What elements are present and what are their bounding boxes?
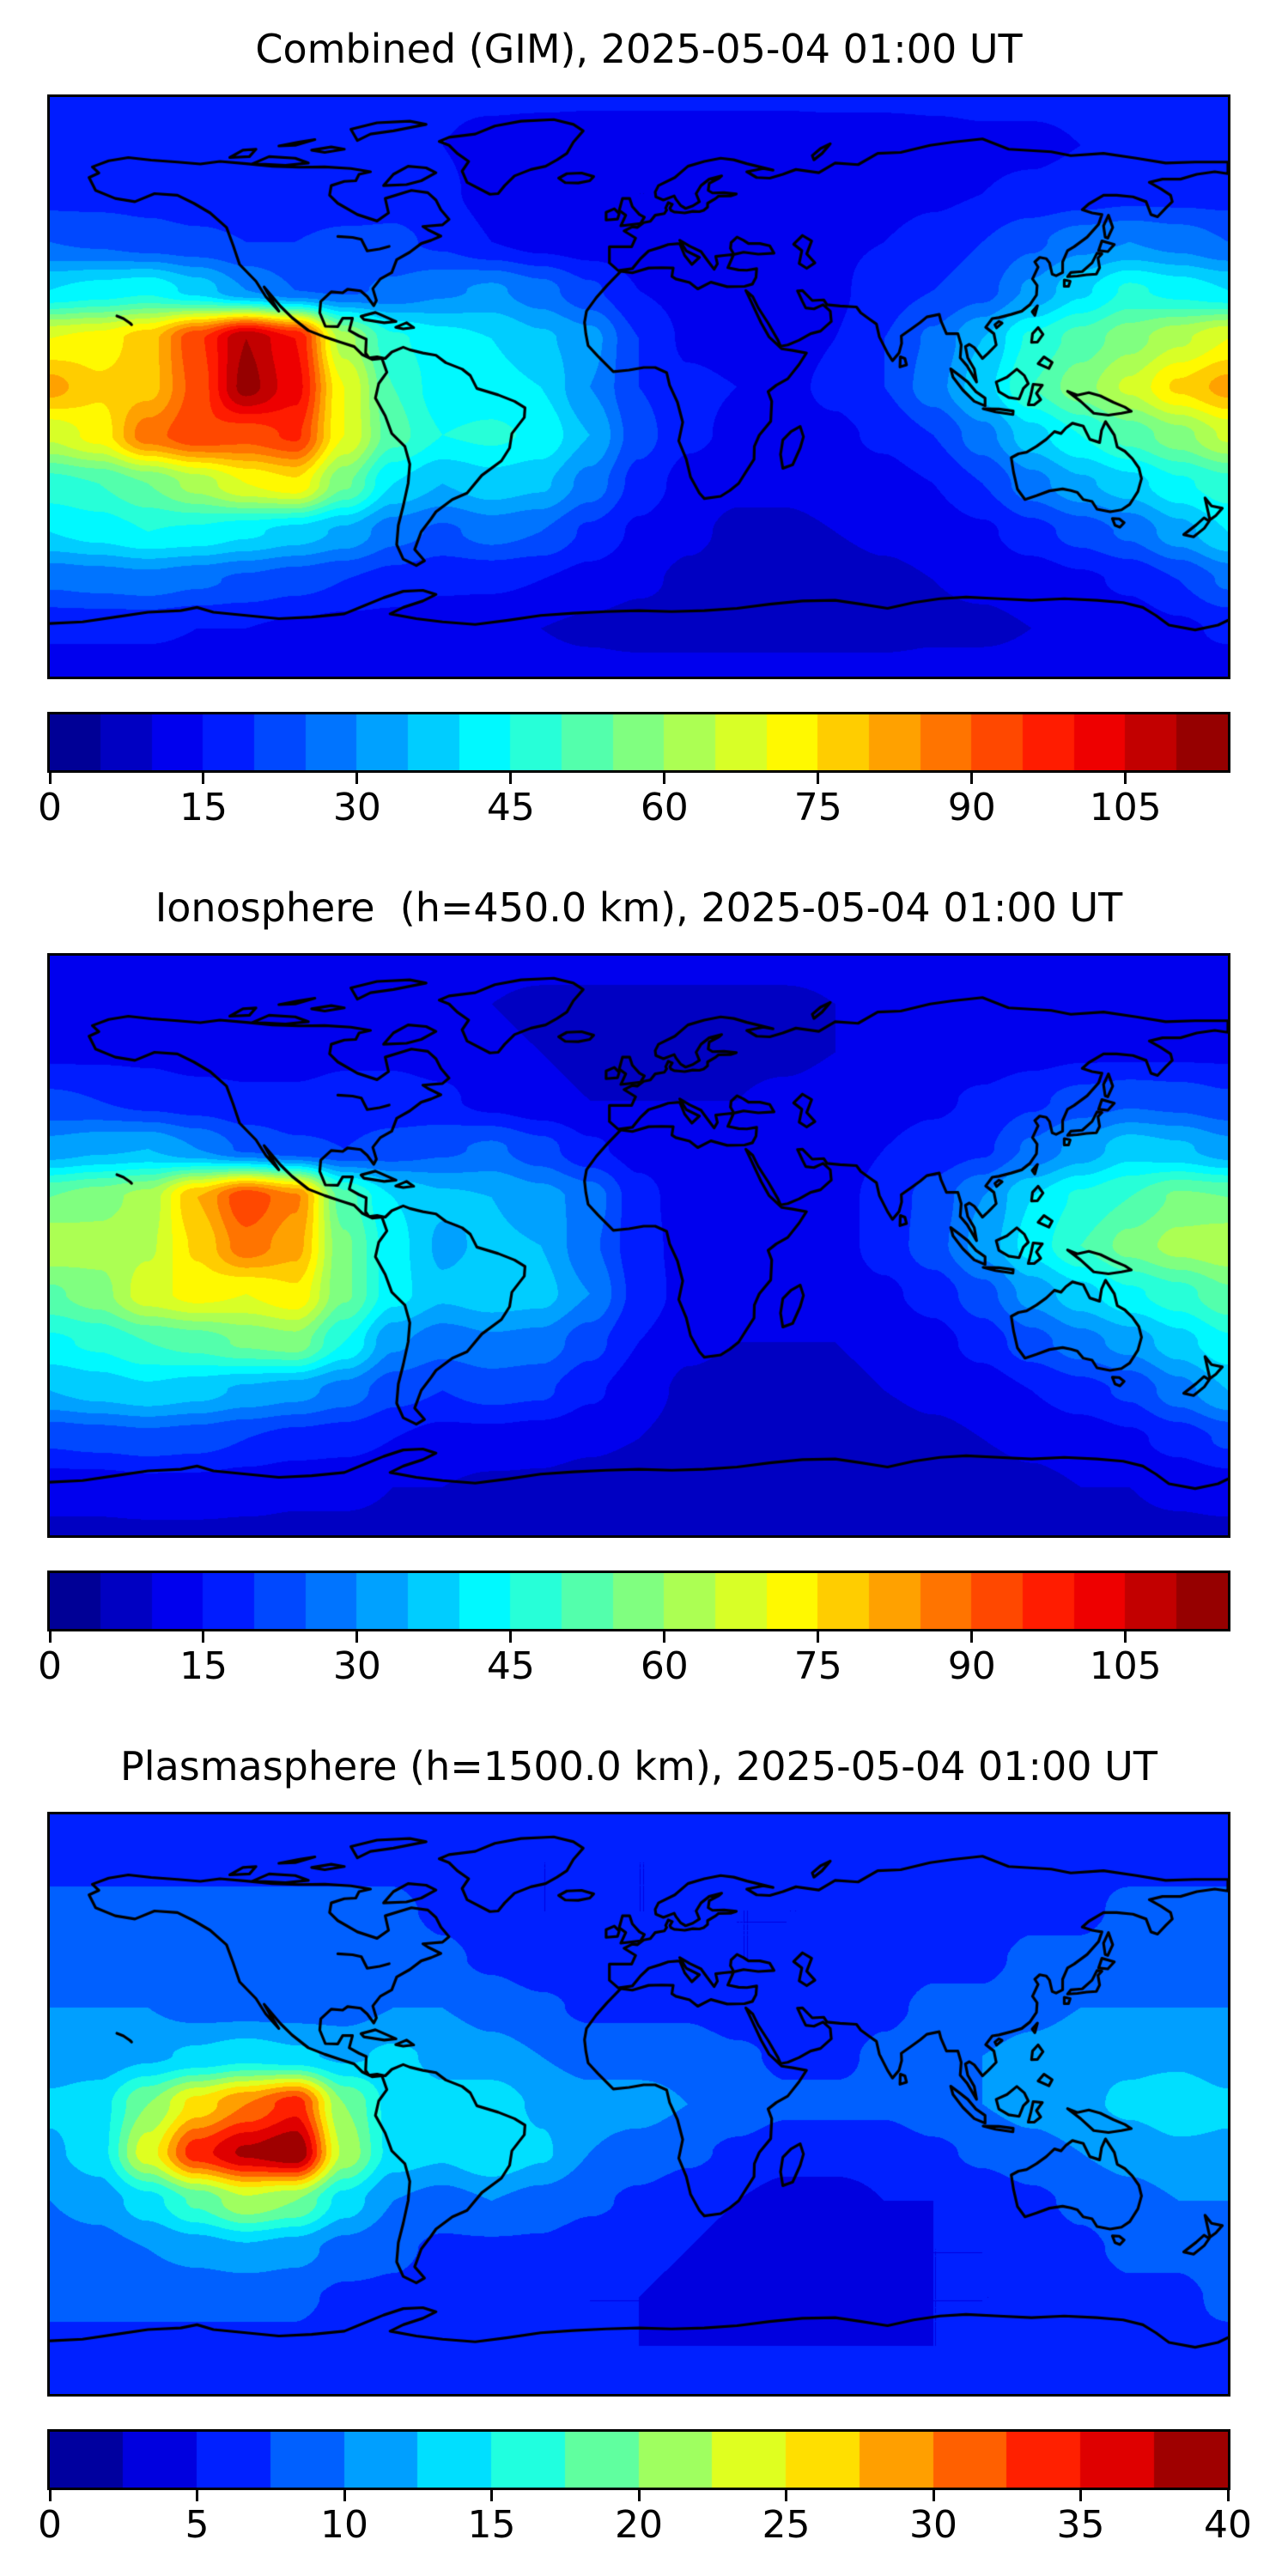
colorbar-tick-mark [48, 770, 52, 784]
panel-combined-gim: Combined (GIM), 2025-05-04 01:00 UT 0 15 3… [0, 0, 1288, 859]
colorbar-tick-row: 0 5 10 15 20 25 30 35 40 [38, 2488, 1252, 2573]
panel-plasmasphere: Plasmasphere (h=1500.0 km), 2025-05-04 0… [0, 1717, 1288, 2576]
colorbar-tick-label: 30 [332, 1644, 381, 1688]
colorbar-tick-mark [196, 2488, 198, 2501]
panel-title: Ionosphere (h=450.0 km), 2025-05-04 01:0… [155, 884, 1123, 931]
colorbar-tick-mark [355, 1629, 359, 1643]
colorbar-tick-mark [1124, 1629, 1127, 1643]
colorbar-tick-mark [663, 770, 666, 784]
colorbar-tick-mark [1079, 2488, 1082, 2501]
colorbar-tick-label: 15 [179, 786, 228, 829]
colorbar-tick-row: 0 15 30 45 60 75 90 105 [38, 1629, 1228, 1715]
colorbar-frame [47, 712, 1230, 773]
colorbar-tick-label: 105 [1089, 786, 1162, 829]
colorbar-canvas [50, 1573, 1228, 1629]
colorbar-tick-mark [970, 770, 974, 784]
colorbar-tick-mark [509, 1629, 513, 1643]
colorbar-tick-mark [48, 2488, 52, 2501]
colorbar-tick-label: 60 [640, 1644, 689, 1688]
colorbar-tick-label: 10 [320, 2503, 368, 2547]
colorbar-tick-mark [343, 2488, 346, 2501]
colorbar-tick-mark [637, 2488, 641, 2501]
colorbar-tick-label: 0 [38, 2503, 62, 2547]
world-map-canvas [50, 97, 1228, 677]
colorbar-tick-mark [202, 770, 205, 784]
colorbar-tick-mark [817, 770, 820, 784]
colorbar-tick-label: 15 [179, 1644, 228, 1688]
colorbar-frame [47, 1571, 1230, 1631]
colorbar-tick-label: 90 [947, 1644, 996, 1688]
colorbar-tick-mark [509, 770, 513, 784]
colorbar-tick-mark [1124, 770, 1127, 784]
colorbar-tick-row: 0 15 30 45 60 75 90 105 [38, 770, 1228, 856]
colorbar-tick-mark [48, 1629, 52, 1643]
colorbar-frame [47, 2429, 1230, 2490]
colorbar-canvas [50, 2432, 1228, 2488]
colorbar-tick-mark [932, 2488, 935, 2501]
colorbar-tick-mark [202, 1629, 205, 1643]
colorbar-tick-mark [817, 1629, 820, 1643]
colorbar-tick-label: 30 [909, 2503, 957, 2547]
colorbar-tick-label: 90 [947, 786, 996, 829]
colorbar-tick-label: 45 [486, 1644, 535, 1688]
colorbar-tick-mark [785, 2488, 787, 2501]
colorbar-tick-label: 0 [38, 1644, 62, 1688]
colorbar-tick-label: 35 [1056, 2503, 1105, 2547]
colorbar-tick-label: 75 [793, 1644, 842, 1688]
colorbar-tick-mark [970, 1629, 974, 1643]
world-map-canvas [50, 1814, 1228, 2394]
colorbar-tick-label: 5 [185, 2503, 210, 2547]
world-map-frame [47, 94, 1230, 679]
world-map-canvas [50, 956, 1228, 1535]
panel-title: Combined (GIM), 2025-05-04 01:00 UT [255, 26, 1023, 72]
colorbar-tick-label: 20 [615, 2503, 663, 2547]
colorbar-tick-label: 0 [38, 786, 62, 829]
world-map-frame [47, 953, 1230, 1538]
colorbar-tick-mark [355, 770, 359, 784]
colorbar-tick-label: 45 [486, 786, 535, 829]
colorbar-canvas [50, 714, 1228, 770]
colorbar-tick-label: 40 [1204, 2503, 1252, 2547]
colorbar-tick-label: 105 [1089, 1644, 1162, 1688]
colorbar-tick-mark [490, 2488, 493, 2501]
panel-title: Plasmasphere (h=1500.0 km), 2025-05-04 0… [120, 1743, 1157, 1789]
colorbar-tick-label: 15 [467, 2503, 516, 2547]
panel-ionosphere: Ionosphere (h=450.0 km), 2025-05-04 01:0… [0, 859, 1288, 1717]
colorbar-tick-label: 75 [793, 786, 842, 829]
colorbar-tick-label: 60 [640, 786, 689, 829]
colorbar-tick-label: 25 [762, 2503, 811, 2547]
colorbar-tick-label: 30 [332, 786, 381, 829]
colorbar-tick-mark [1226, 2488, 1230, 2501]
colorbar-tick-mark [663, 1629, 666, 1643]
world-map-frame [47, 1812, 1230, 2397]
